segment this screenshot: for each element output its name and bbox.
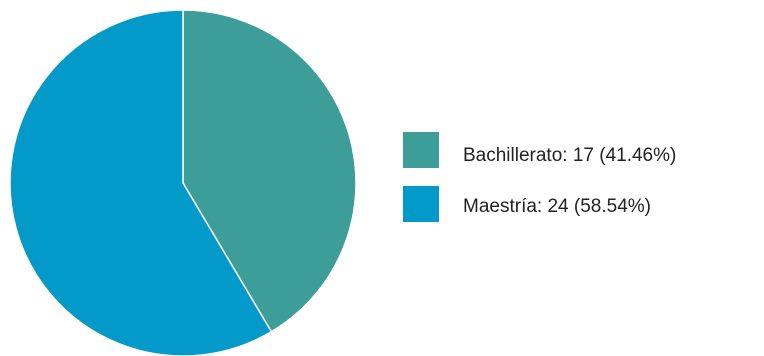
pie-slice-bachillerato — [182, 9, 357, 333]
legend: Bachillerato: 17 (41.46%) Maestría: 24 (… — [403, 132, 676, 222]
legend-item-bachillerato: Bachillerato: 17 (41.46%) — [403, 132, 676, 168]
legend-item-maestria: Maestría: 24 (58.54%) — [403, 186, 651, 222]
pie-slices — [9, 9, 357, 356]
legend-label-maestria: Maestría: 24 (58.54%) — [463, 196, 651, 217]
legend-swatch-maestria — [403, 186, 439, 222]
legend-label-bachillerato: Bachillerato: 17 (41.46%) — [463, 145, 676, 166]
legend-swatch-bachillerato — [403, 132, 439, 168]
